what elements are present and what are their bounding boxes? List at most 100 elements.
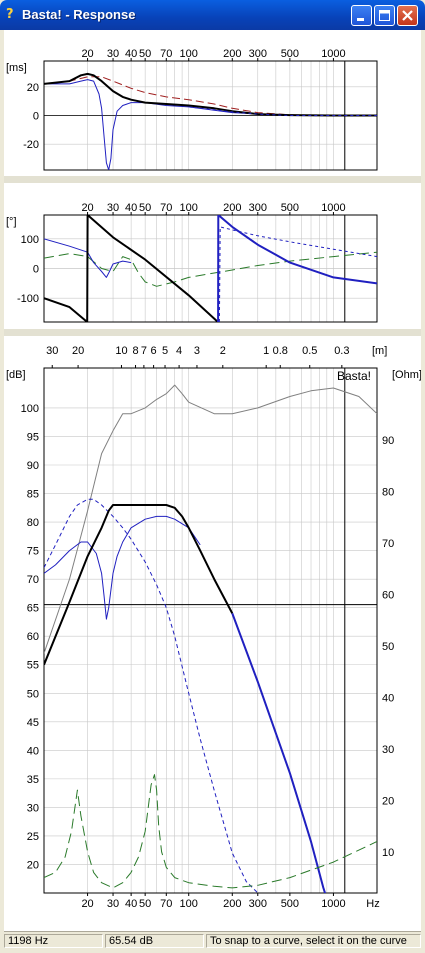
distance-tick-label: 7 — [141, 345, 147, 357]
y-tick-label: 30 — [27, 802, 39, 814]
x-tick-label: 500 — [281, 202, 299, 214]
x-tick-label: 30 — [107, 48, 119, 60]
y-tick-label: 20 — [27, 82, 39, 94]
distance-tick-label: 0.8 — [273, 345, 288, 357]
y2-tick-label: 50 — [382, 641, 394, 653]
y-tick-label: 75 — [27, 546, 39, 558]
distance-tick-label: 0.3 — [334, 345, 349, 357]
series-line-1 — [44, 251, 377, 287]
maximize-icon — [379, 10, 390, 21]
y-tick-label: 85 — [27, 489, 39, 501]
distance-tick-label: 2 — [220, 345, 226, 357]
x-tick-label: 500 — [281, 898, 299, 910]
y-tick-label: 65 — [27, 603, 39, 615]
y-tick-label: 45 — [27, 717, 39, 729]
x-tick-label: 100 — [180, 898, 198, 910]
title-bar[interactable]: ? Basta! - Response — [0, 0, 425, 30]
x-tick-label: 300 — [249, 48, 267, 60]
distance-tick-label: 20 — [72, 345, 84, 357]
y-tick-label: 100 — [21, 403, 39, 415]
y-tick-label: 100 — [21, 234, 39, 246]
y-tick-label: 50 — [27, 688, 39, 700]
x-tick-label: 50 — [139, 898, 151, 910]
series-line-4 — [44, 504, 234, 666]
distance-tick-label: 30 — [46, 345, 58, 357]
close-icon — [402, 10, 413, 21]
distance-tick-label: 1 — [263, 345, 269, 357]
question-mark-icon: ? — [6, 7, 14, 22]
x-tick-label: 300 — [249, 202, 267, 214]
y2-axis-label: [Ohm] — [392, 369, 421, 381]
y-tick-label: 80 — [27, 517, 39, 529]
panel-divider — [4, 176, 421, 183]
series-line-2 — [44, 238, 132, 278]
y2-tick-label: 10 — [382, 847, 394, 859]
x-tick-label: 40 — [125, 48, 137, 60]
x-tick-label: 20 — [81, 48, 93, 60]
status-frequency: 1198 Hz — [4, 934, 103, 948]
distance-tick-label: 5 — [162, 345, 168, 357]
plot-frame — [43, 214, 378, 323]
x-tick-label: 1000 — [321, 202, 345, 214]
x-tick-label: 70 — [160, 48, 172, 60]
status-bar: 1198 Hz 65.54 dB To snap to a curve, sel… — [4, 931, 421, 950]
y-tick-label: 20 — [27, 859, 39, 871]
x-tick-label: 1000 — [321, 48, 345, 60]
y-axis-label: [ms] — [6, 62, 27, 74]
x-tick-label: 100 — [180, 48, 198, 60]
y2-tick-label: 60 — [382, 589, 394, 601]
x-tick-label: 30 — [107, 202, 119, 214]
status-hint: To snap to a curve, select it on the cur… — [206, 934, 421, 948]
y2-tick-label: 40 — [382, 692, 394, 704]
distance-tick-label: 3 — [194, 345, 200, 357]
series-line-4 — [188, 106, 377, 116]
plot-frame — [43, 367, 378, 894]
minimize-button[interactable] — [351, 5, 372, 26]
distance-tick-label: 0.5 — [302, 345, 317, 357]
distance-tick-label: 4 — [176, 345, 182, 357]
y-tick-label: 40 — [27, 745, 39, 757]
x-tick-label: 500 — [281, 48, 299, 60]
y-tick-label: 0 — [33, 264, 39, 276]
x-tick-label: 200 — [223, 202, 241, 214]
x-tick-label: 200 — [223, 48, 241, 60]
x-tick-label: 200 — [223, 898, 241, 910]
plot-panel-3: 20 30 40 50 70 100 200 300 500 100010095908580757… — [6, 345, 421, 910]
x-axis-unit: Hz — [366, 898, 379, 910]
y-tick-label: 0 — [33, 111, 39, 123]
y-axis-label: [°] — [6, 216, 17, 228]
y2-tick-label: 20 — [382, 795, 394, 807]
series-line-3 — [44, 215, 219, 322]
maximize-button[interactable] — [374, 5, 395, 26]
watermark: Basta! — [337, 369, 371, 383]
series-line-1 — [44, 384, 377, 654]
x-tick-label: 1000 — [321, 898, 345, 910]
distance-tick-label: 10 — [115, 345, 127, 357]
panel-divider — [4, 329, 421, 336]
series-line-5 — [218, 226, 377, 322]
x-tick-label: 70 — [160, 202, 172, 214]
y-tick-label: -100 — [17, 293, 39, 305]
y-tick-label: 90 — [27, 460, 39, 472]
x-tick-label: 70 — [160, 898, 172, 910]
distance-tick-label: 8 — [132, 345, 138, 357]
close-button[interactable] — [397, 5, 418, 26]
x-tick-label: 40 — [125, 898, 137, 910]
x-tick-label: 50 — [139, 202, 151, 214]
x-tick-label: 30 — [107, 898, 119, 910]
y-tick-label: 70 — [27, 574, 39, 586]
series-line-3 — [44, 515, 201, 620]
window-title: Basta! - Response — [22, 7, 136, 22]
status-level: 65.54 dB — [105, 934, 204, 948]
y-tick-label: 35 — [27, 774, 39, 786]
series-line-4 — [217, 215, 377, 322]
x-tick-label: 300 — [249, 898, 267, 910]
y2-tick-label: 80 — [382, 487, 394, 499]
y-axis-label: [dB] — [6, 369, 26, 381]
x-tick-label: 50 — [139, 48, 151, 60]
y-tick-label: 25 — [27, 831, 39, 843]
response-panel: 20 30 40 50 70 100 200 300 500 1000 20 0 -20 [ms] 20 30… — [4, 30, 421, 949]
